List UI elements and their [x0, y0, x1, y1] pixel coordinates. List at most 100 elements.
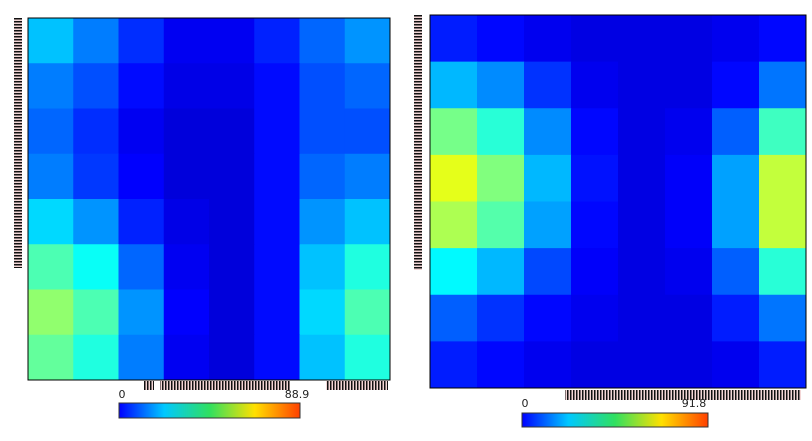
heatmap-cell [571, 294, 619, 342]
heatmap-cell [759, 61, 807, 109]
heatmap-cell [477, 248, 525, 296]
heatmap-cell [759, 15, 807, 63]
heatmap-cell [618, 154, 666, 202]
heatmap-cell [209, 153, 255, 200]
heatmap-cell [430, 61, 478, 109]
heatmap-cell [118, 63, 165, 109]
heatmap-cell [571, 248, 619, 296]
heatmap-cell [209, 244, 255, 290]
heatmap-cell [430, 341, 478, 389]
heatmap-cell [28, 244, 74, 290]
heatmap-cell [118, 334, 165, 381]
heatmap-cell [254, 63, 300, 109]
heatmap-cell [209, 18, 255, 64]
heatmap-cell [163, 108, 210, 155]
heatmap-cell [618, 108, 666, 156]
heatmap-cell [73, 153, 119, 200]
heatmap-cell [759, 201, 807, 249]
heatmap-cell [209, 108, 255, 155]
heatmap-cell [73, 108, 119, 155]
plot-frame [429, 14, 807, 389]
heatmap-cell [524, 154, 572, 202]
heatmap-cell [477, 154, 525, 202]
heatmap-cell [524, 248, 572, 296]
heatmap-cell [430, 294, 478, 342]
heatmap-cell [712, 294, 760, 342]
heatmap-cell [344, 199, 391, 245]
heatmap-cell [254, 18, 300, 64]
heatmap-cell [618, 15, 666, 63]
heatmap-cell [73, 199, 119, 245]
heatmap-cell [759, 341, 807, 389]
heatmap-cell [344, 334, 391, 381]
heatmap-cell [209, 289, 255, 336]
heatmap-cell [118, 244, 165, 290]
heatmap-cell [28, 334, 74, 381]
heatmap-cell [254, 199, 300, 245]
heatmap-cell [712, 248, 760, 296]
heatmap-cell [163, 289, 210, 336]
heatmap-cell [712, 154, 760, 202]
colorbar-label: 0 [119, 388, 126, 401]
heatmap-cell [254, 289, 300, 336]
heatmap-right [430, 15, 807, 389]
heatmap-cell [118, 153, 165, 200]
heatmap-cell [299, 289, 346, 336]
axis-strip [160, 381, 290, 390]
heatmap-cell [665, 108, 713, 156]
heatmap-cell [118, 108, 165, 155]
heatmap-cell [73, 334, 119, 381]
heatmap-cell [571, 154, 619, 202]
heatmap-cell [28, 289, 74, 336]
heatmap-cell [299, 199, 346, 245]
heatmap-cell [665, 294, 713, 342]
heatmap-cell [73, 63, 119, 109]
heatmap-cell [524, 15, 572, 63]
heatmap-cell [163, 153, 210, 200]
heatmap-cell [344, 108, 391, 155]
axis-strip [414, 15, 422, 270]
heatmap-cell [254, 244, 300, 290]
heatmap-cell [477, 341, 525, 389]
heatmap-cell [712, 201, 760, 249]
heatmap-cell [344, 18, 391, 64]
heatmap-cell [430, 108, 478, 156]
heatmap-cell [344, 289, 391, 336]
heatmap-cell [759, 248, 807, 296]
heatmap-cell [524, 61, 572, 109]
heatmap-cell [299, 244, 346, 290]
heatmap-cell [344, 63, 391, 109]
heatmap-cell [477, 15, 525, 63]
heatmap-cell [28, 63, 74, 109]
heatmap-cell [524, 108, 572, 156]
heatmap-cell [618, 248, 666, 296]
heatmap-cell [118, 18, 165, 64]
heatmap-cell [665, 61, 713, 109]
heatmap-cell [28, 18, 74, 64]
axis-strip [565, 390, 801, 400]
heatmap-cell [524, 201, 572, 249]
heatmap-cell [254, 153, 300, 200]
heatmap-cell [712, 341, 760, 389]
colorbar-label: 88.9 [285, 388, 310, 401]
heatmap-cell [163, 244, 210, 290]
heatmap-cell [299, 18, 346, 64]
heatmap-cell [524, 294, 572, 342]
heatmap-cell [299, 63, 346, 109]
heatmap-cell [712, 61, 760, 109]
heatmap-cell [712, 108, 760, 156]
heatmap-cell [118, 199, 165, 245]
heatmap-cell [618, 61, 666, 109]
heatmap-cell [28, 153, 74, 200]
heatmap-cell [28, 108, 74, 155]
heatmap-cell [524, 341, 572, 389]
heatmap-cell [665, 201, 713, 249]
heatmap-cell [299, 108, 346, 155]
heatmap-cell [571, 341, 619, 389]
heatmap-cell [73, 289, 119, 336]
heatmap-cell [665, 15, 713, 63]
heatmap-cell [571, 61, 619, 109]
heatmap-cell [163, 63, 210, 109]
heatmap-cell [571, 15, 619, 63]
